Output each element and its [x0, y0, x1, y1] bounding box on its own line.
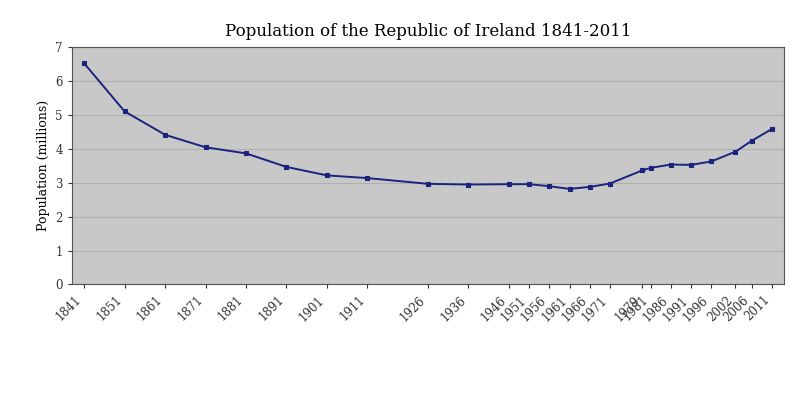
- Title: Population of the Republic of Ireland 1841-2011: Population of the Republic of Ireland 18…: [225, 23, 631, 40]
- Y-axis label: Population (millions): Population (millions): [37, 100, 50, 231]
